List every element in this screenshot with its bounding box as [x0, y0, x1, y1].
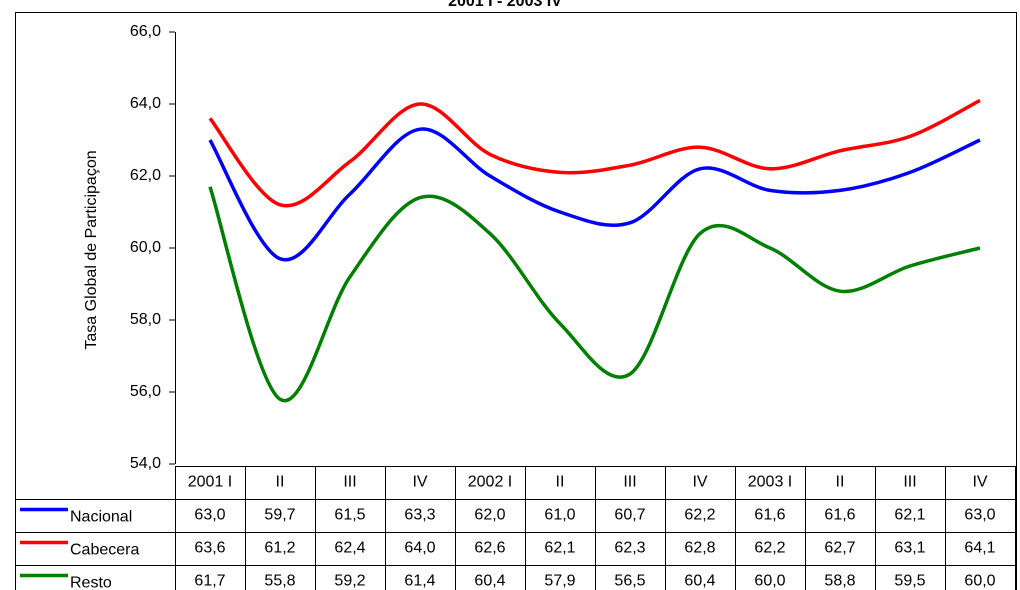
table-value: 61,6: [824, 507, 855, 524]
table-value: 62,2: [754, 540, 785, 557]
table-value: 58,8: [824, 573, 855, 590]
table-value: 61,5: [334, 507, 365, 524]
table-value: 62,6: [474, 540, 505, 557]
chart-title: 2001 I - 2003 IV: [448, 0, 562, 10]
table-value: 62,3: [614, 540, 645, 557]
table-value: 60,7: [614, 507, 645, 524]
x-tick-label: II: [556, 474, 565, 491]
table-value: 62,0: [474, 507, 505, 524]
table-value: 63,0: [194, 507, 225, 524]
x-tick-label: IV: [412, 474, 427, 491]
x-tick-label: IV: [692, 474, 707, 491]
table-value: 62,2: [684, 507, 715, 524]
y-tick-label: 60,0: [130, 239, 161, 256]
x-tick-label: III: [623, 474, 636, 491]
x-tick-label: III: [343, 474, 356, 491]
table-value: 61,7: [194, 573, 225, 590]
table-value: 55,8: [264, 573, 295, 590]
y-tick-label: 56,0: [130, 383, 161, 400]
table-value: 61,0: [544, 507, 575, 524]
table-value: 60,4: [474, 573, 505, 590]
x-tick-label: IV: [972, 474, 987, 491]
legend-label: Cabecera: [70, 542, 139, 559]
x-tick-label: II: [836, 474, 845, 491]
x-tick-label: 2003 I: [748, 474, 792, 491]
table-value: 62,1: [894, 507, 925, 524]
table-value: 59,2: [334, 573, 365, 590]
legend-label: Resto: [70, 575, 112, 590]
table-value: 63,6: [194, 540, 225, 557]
table-value: 62,7: [824, 540, 855, 557]
y-tick-label: 66,0: [130, 23, 161, 40]
chart-frame: [15, 12, 1017, 590]
series-line: [208, 186, 981, 403]
table-value: 62,4: [334, 540, 365, 557]
table-value: 60,0: [754, 573, 785, 590]
table-value: 63,0: [964, 507, 995, 524]
table-value: 64,0: [404, 540, 435, 557]
y-axis-label: Tasa Global de Participaçon: [83, 150, 100, 349]
table-value: 56,5: [614, 573, 645, 590]
x-tick-label: 2002 I: [468, 474, 512, 491]
table-value: 60,0: [964, 573, 995, 590]
table-value: 64,1: [964, 540, 995, 557]
title-mask: [0, 0, 1020, 12]
y-tick-label: 54,0: [130, 455, 161, 472]
x-tick-label: II: [276, 474, 285, 491]
table-value: 61,4: [404, 573, 435, 590]
table-value: 59,5: [894, 573, 925, 590]
table-value: 62,1: [544, 540, 575, 557]
x-tick-label: III: [903, 474, 916, 491]
y-tick-label: 64,0: [130, 95, 161, 112]
table-value: 59,7: [264, 507, 295, 524]
series-line: [208, 98, 981, 208]
table-value: 63,1: [894, 540, 925, 557]
table-value: 62,8: [684, 540, 715, 557]
y-tick-label: 62,0: [130, 167, 161, 184]
table-value: 61,2: [264, 540, 295, 557]
x-tick-label: 2001 I: [188, 474, 232, 491]
table-value: 63,3: [404, 507, 435, 524]
series-line: [208, 127, 981, 262]
table-value: 57,9: [544, 573, 575, 590]
legend-label: Nacional: [70, 509, 132, 526]
table-value: 60,4: [684, 573, 715, 590]
y-tick-label: 58,0: [130, 311, 161, 328]
table-value: 61,6: [754, 507, 785, 524]
